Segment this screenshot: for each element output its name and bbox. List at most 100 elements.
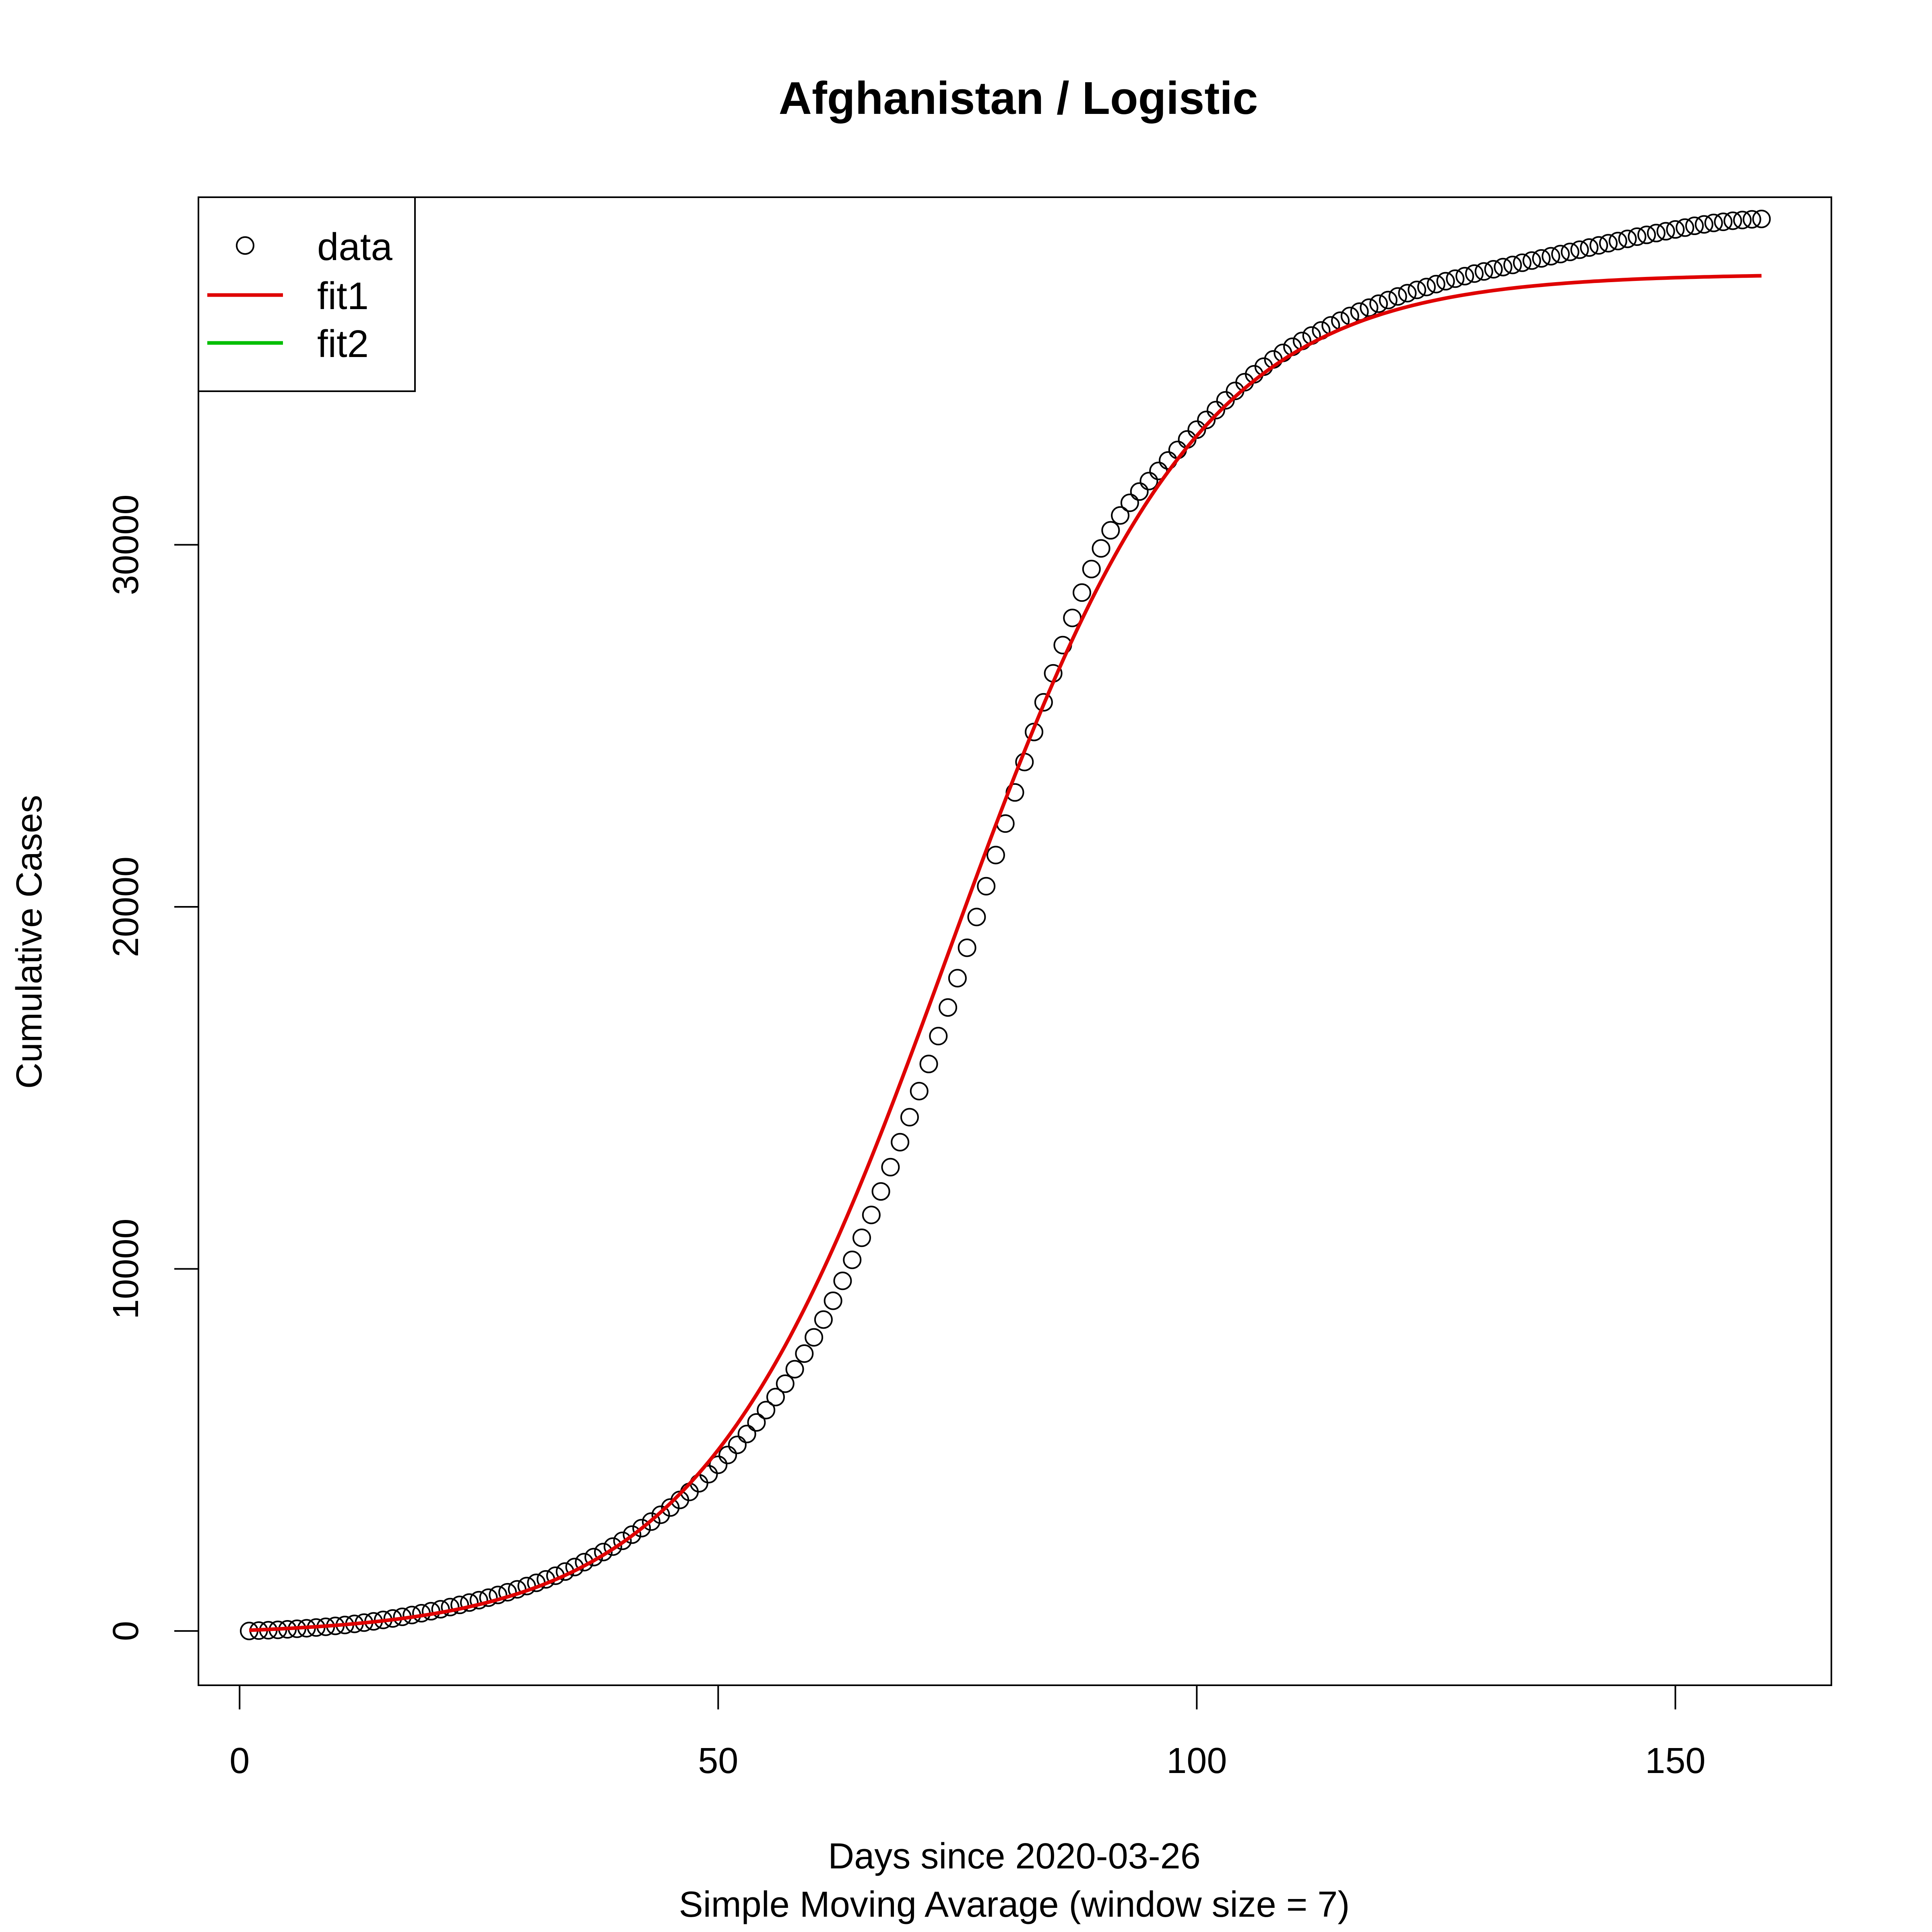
data-point bbox=[1589, 236, 1608, 255]
data-point bbox=[958, 938, 976, 957]
data-point bbox=[1666, 220, 1685, 239]
y-axis-label: Cumulative Cases bbox=[9, 795, 50, 1089]
data-point bbox=[1092, 539, 1110, 558]
data-point bbox=[737, 1424, 756, 1443]
data-point bbox=[977, 877, 996, 896]
data-point bbox=[1532, 249, 1551, 268]
legend-label-fit2: fit2 bbox=[317, 322, 369, 365]
x-tick-label: 150 bbox=[1645, 1741, 1705, 1781]
data-point bbox=[489, 1585, 508, 1604]
data-point bbox=[728, 1435, 747, 1454]
data-point bbox=[785, 1360, 804, 1379]
y-axis: 0 10000 20000 30000 bbox=[106, 494, 199, 1641]
data-point bbox=[594, 1542, 613, 1561]
data-point bbox=[1618, 229, 1637, 248]
data-point bbox=[967, 908, 986, 927]
data-point bbox=[1637, 225, 1656, 244]
data-point bbox=[1206, 400, 1225, 419]
data-point bbox=[1742, 210, 1761, 229]
data-point bbox=[479, 1588, 498, 1607]
data-point bbox=[766, 1387, 785, 1406]
data-point bbox=[1197, 411, 1216, 429]
data-point bbox=[450, 1596, 469, 1614]
data-point bbox=[1417, 278, 1436, 297]
y-tick-label: 20000 bbox=[106, 857, 146, 957]
data-point bbox=[900, 1108, 919, 1127]
data-point bbox=[1350, 302, 1369, 321]
data-point bbox=[1522, 251, 1541, 270]
chart-subtitle: Simple Moving Avarage (window size = 7) bbox=[679, 1885, 1350, 1925]
data-point bbox=[1120, 493, 1139, 512]
data-point bbox=[642, 1512, 661, 1531]
data-point bbox=[632, 1519, 651, 1538]
data-point bbox=[498, 1583, 517, 1602]
data-point bbox=[460, 1593, 479, 1612]
data-point bbox=[1647, 224, 1666, 243]
data-point bbox=[1408, 281, 1426, 299]
data-point bbox=[1695, 215, 1713, 234]
data-point bbox=[824, 1291, 842, 1310]
data-point bbox=[1628, 227, 1647, 246]
chart-title: Afghanistan / Logistic bbox=[779, 73, 1258, 124]
y-tick-label: 10000 bbox=[106, 1218, 146, 1319]
data-point bbox=[1216, 391, 1235, 410]
legend-marker-data bbox=[236, 236, 254, 255]
data-point bbox=[891, 1133, 910, 1152]
data-point bbox=[833, 1271, 852, 1290]
data-point bbox=[1072, 583, 1091, 602]
data-point bbox=[1542, 247, 1560, 266]
data-point bbox=[1101, 521, 1120, 540]
data-point bbox=[1704, 213, 1723, 232]
data-point bbox=[1714, 213, 1733, 231]
x-tick-label: 100 bbox=[1166, 1741, 1227, 1781]
data-point bbox=[1599, 234, 1618, 253]
data-point bbox=[718, 1445, 737, 1464]
data-point bbox=[613, 1532, 632, 1550]
data-point bbox=[747, 1413, 766, 1432]
data-point bbox=[1551, 245, 1570, 264]
data-point bbox=[862, 1205, 881, 1224]
data-point bbox=[469, 1591, 488, 1610]
fit-lines bbox=[249, 274, 1762, 1632]
data-point bbox=[1570, 240, 1589, 259]
data-point bbox=[1608, 231, 1627, 250]
data-point bbox=[1082, 559, 1101, 578]
data-point bbox=[1360, 298, 1379, 317]
y-tick-label: 30000 bbox=[106, 494, 146, 595]
data-point bbox=[1139, 472, 1158, 491]
data-point bbox=[1465, 264, 1484, 283]
data-point bbox=[1111, 506, 1130, 525]
data-point bbox=[1503, 256, 1522, 275]
data-point bbox=[1656, 222, 1675, 241]
x-tick-label: 50 bbox=[698, 1741, 738, 1781]
data-point bbox=[1369, 294, 1388, 313]
data-point bbox=[1455, 267, 1474, 286]
data-point bbox=[651, 1505, 670, 1524]
data-point bbox=[948, 969, 967, 988]
data-point bbox=[1130, 482, 1149, 501]
data-point bbox=[1752, 209, 1771, 228]
fit-line-fit1 bbox=[249, 274, 1762, 1632]
x-tick-label: 0 bbox=[229, 1741, 250, 1781]
data-points bbox=[240, 209, 1771, 1641]
data-point bbox=[1379, 291, 1397, 310]
data-point bbox=[1398, 284, 1417, 303]
data-point bbox=[1484, 260, 1503, 279]
data-point bbox=[1733, 211, 1752, 229]
data-point bbox=[1580, 238, 1599, 257]
legend: data fit1 fit2 bbox=[198, 196, 416, 392]
data-point bbox=[871, 1182, 890, 1201]
data-point bbox=[1513, 253, 1532, 272]
data-point bbox=[910, 1082, 929, 1100]
data-point bbox=[1494, 258, 1513, 277]
data-point bbox=[757, 1401, 776, 1420]
data-point bbox=[919, 1055, 938, 1073]
data-point bbox=[843, 1251, 862, 1269]
data-point bbox=[1676, 218, 1695, 237]
data-point bbox=[1426, 275, 1445, 293]
data-point bbox=[1446, 269, 1465, 288]
data-point bbox=[881, 1158, 900, 1177]
x-axis: 0 50 100 150 bbox=[229, 1684, 1705, 1781]
data-point bbox=[1474, 262, 1493, 281]
